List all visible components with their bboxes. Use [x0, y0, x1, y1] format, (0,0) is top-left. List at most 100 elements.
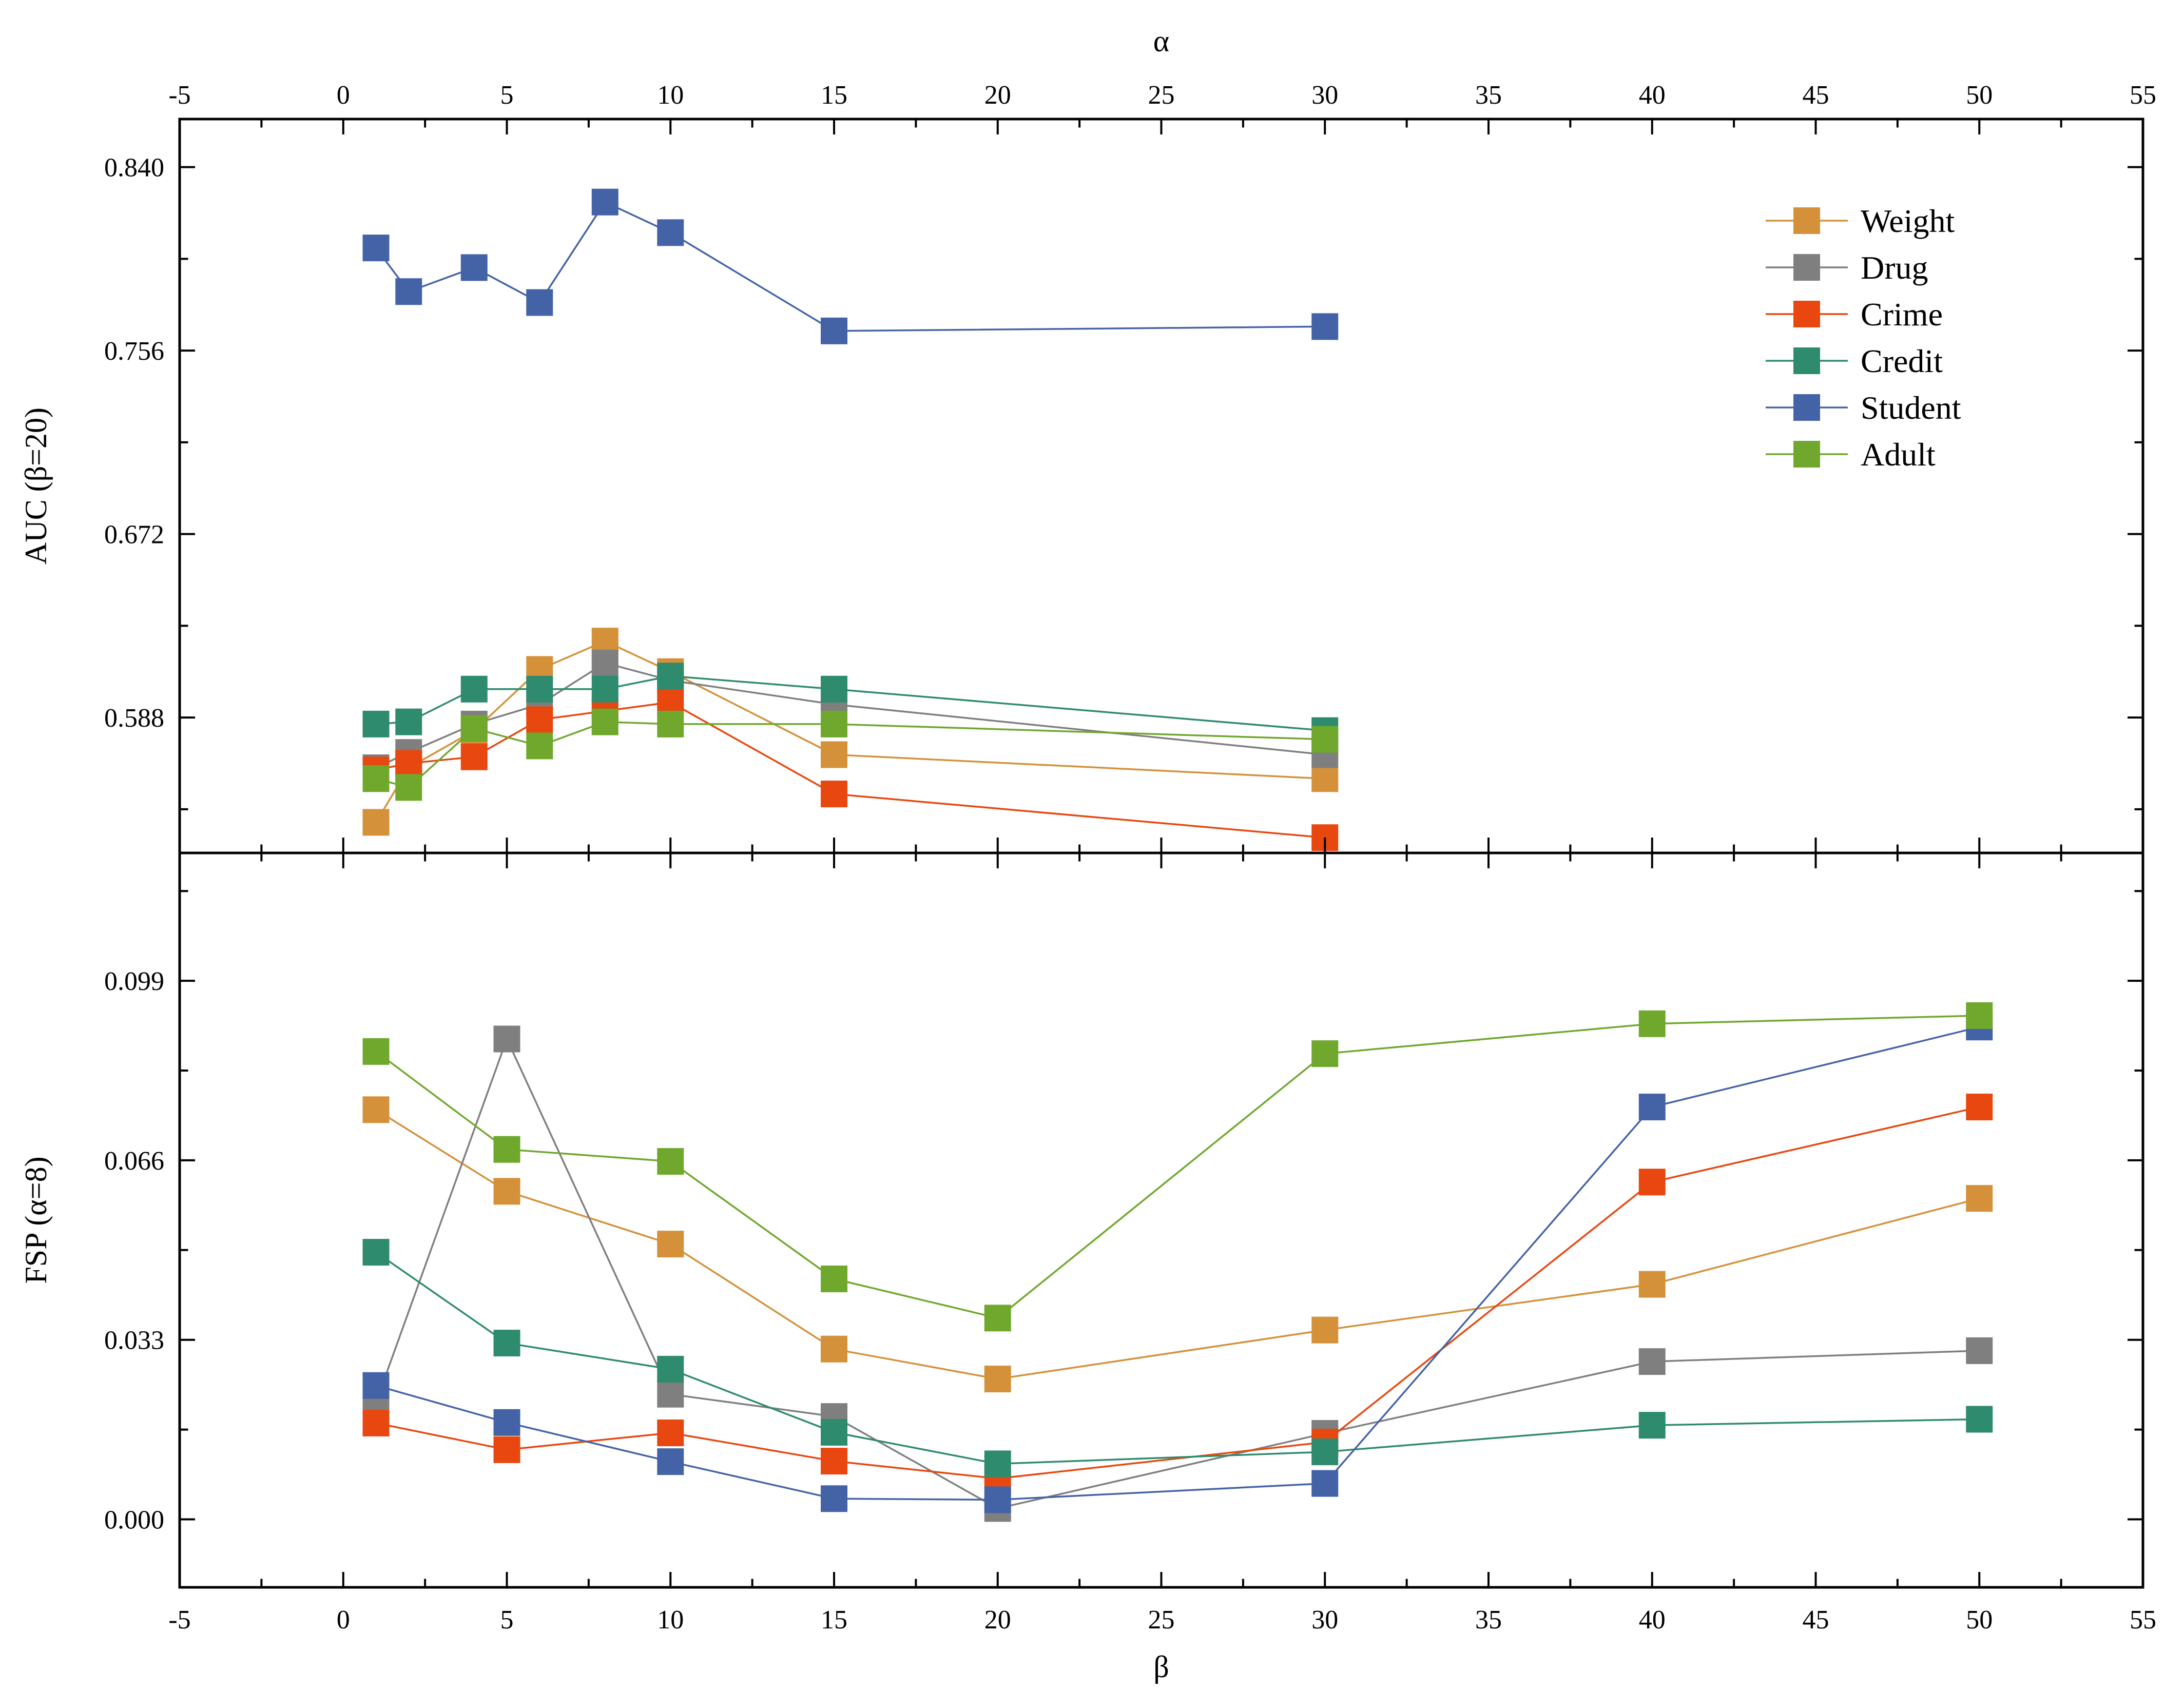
y-axis-title: FSP (α=8): [19, 1156, 53, 1284]
data-point-student: [526, 289, 553, 316]
data-point-drug: [493, 1025, 520, 1053]
data-point-crime: [395, 750, 422, 777]
x-tick-label-bottom: 15: [821, 1605, 847, 1635]
x-tick-label-bottom: -5: [168, 1605, 190, 1635]
x-tick-label-bottom: 25: [1148, 1605, 1175, 1635]
x-tick-label-bottom: 5: [500, 1605, 514, 1635]
data-point-student: [362, 235, 390, 262]
data-point-credit: [591, 675, 619, 703]
data-point-student: [1311, 313, 1339, 340]
x-tick-label-bottom: 40: [1639, 1605, 1666, 1635]
data-point-weight: [362, 1096, 390, 1123]
data-point-weight: [821, 1335, 847, 1363]
data-point-adult: [460, 715, 488, 742]
x-tick-label-top: 40: [1639, 81, 1666, 110]
x-tick-label-top: 15: [821, 81, 847, 110]
legend-label-weight: Weight: [1861, 203, 1955, 239]
data-point-crime: [821, 781, 847, 808]
data-point-credit: [362, 1239, 390, 1266]
y-axis-title: AUC (β=20): [19, 407, 53, 565]
data-point-credit: [395, 708, 422, 735]
data-point-credit: [1638, 1412, 1666, 1439]
data-point-credit: [657, 1355, 684, 1383]
data-point-adult: [1966, 1002, 1993, 1029]
data-point-crime: [657, 1419, 684, 1446]
data-point-credit: [362, 710, 390, 737]
data-point-credit: [493, 1330, 520, 1357]
data-point-credit: [821, 675, 847, 703]
x-tick-label-bottom: 20: [984, 1605, 1011, 1635]
data-point-credit: [460, 675, 488, 703]
data-point-adult: [362, 765, 390, 792]
x-tick-label-top: 55: [2130, 81, 2156, 110]
y-tick-label: 0.672: [104, 520, 164, 550]
data-point-crime: [493, 1436, 520, 1463]
legend-label-adult: Adult: [1861, 436, 1936, 473]
data-point-adult: [395, 774, 422, 801]
data-point-student: [984, 1486, 1011, 1513]
data-point-weight: [362, 809, 390, 836]
data-point-student: [657, 219, 684, 246]
legend-marker-credit: [1793, 347, 1820, 374]
legend-marker-adult: [1793, 441, 1820, 468]
data-point-weight: [821, 741, 847, 768]
y-tick-label: 0.588: [104, 704, 164, 733]
auc-panel: 0.840 0.756 0.672 0.588 AUC (β=20): [19, 153, 2143, 851]
y-tick-label: 0.066: [104, 1146, 164, 1176]
data-point-drug: [591, 649, 619, 676]
series-line-adult: [375, 1015, 1980, 1319]
legend-label-credit: Credit: [1861, 343, 1943, 379]
data-point-student: [821, 1485, 847, 1512]
data-point-crime: [460, 743, 488, 770]
series-line-credit: [375, 1251, 1980, 1465]
legend-marker-crime: [1793, 301, 1820, 327]
data-point-adult: [362, 1038, 390, 1065]
data-point-drug: [657, 1381, 684, 1408]
x-tick-label-top: 10: [657, 81, 684, 110]
legend-marker-student: [1793, 394, 1820, 421]
x-tick-label-top: 45: [1803, 81, 1829, 110]
x-tick-label-top: -5: [168, 81, 190, 110]
y-tick-label: 0.840: [104, 153, 164, 183]
data-point-crime: [1966, 1094, 1993, 1121]
data-point-adult: [821, 1265, 847, 1292]
legend: Weight Drug Crime Credit Student Adult: [1766, 203, 1961, 473]
x-axis-title-top: α: [1153, 24, 1169, 58]
data-point-credit: [821, 1418, 847, 1446]
data-point-student: [821, 317, 847, 344]
data-point-student: [362, 1372, 390, 1399]
data-point-weight: [493, 1178, 520, 1205]
data-point-credit: [526, 675, 553, 703]
x-tick-label-bottom: 45: [1803, 1605, 1829, 1635]
data-point-crime: [821, 1448, 847, 1475]
data-point-weight: [1311, 765, 1339, 792]
series-line-student: [376, 1026, 1980, 1501]
fsp-panel: 0.000 0.033 0.066 0.099 FSP (α=8): [19, 890, 2143, 1535]
data-point-credit: [1966, 1406, 1993, 1433]
data-point-student: [460, 254, 488, 281]
data-point-weight: [1311, 1316, 1339, 1344]
data-point-adult: [1638, 1010, 1666, 1037]
data-point-credit: [1311, 1439, 1339, 1466]
data-point-crime: [362, 1409, 390, 1436]
data-point-drug: [1638, 1348, 1666, 1375]
series-line-crime: [376, 1106, 1980, 1480]
x-tick-label-bottom: 35: [1475, 1605, 1502, 1635]
x-tick-label-bottom: 0: [337, 1605, 350, 1635]
series-line-weight: [375, 1109, 1980, 1380]
y-tick-label: 0.033: [104, 1326, 164, 1355]
x-tick-label-top: 30: [1311, 81, 1338, 110]
x-axis-title-bottom: β: [1153, 1650, 1169, 1684]
data-point-weight: [1966, 1185, 1993, 1212]
data-point-student: [1311, 1470, 1339, 1497]
data-point-adult: [984, 1305, 1011, 1332]
data-point-weight: [1638, 1271, 1666, 1298]
x-tick-label-top: 35: [1475, 81, 1502, 110]
x-tick-label-top: 25: [1148, 81, 1175, 110]
x-tick-label-bottom: 10: [657, 1605, 684, 1635]
x-tick-label-bottom: 55: [2130, 1605, 2156, 1635]
data-point-adult: [657, 710, 684, 737]
x-tick-label-top: 0: [337, 81, 350, 110]
